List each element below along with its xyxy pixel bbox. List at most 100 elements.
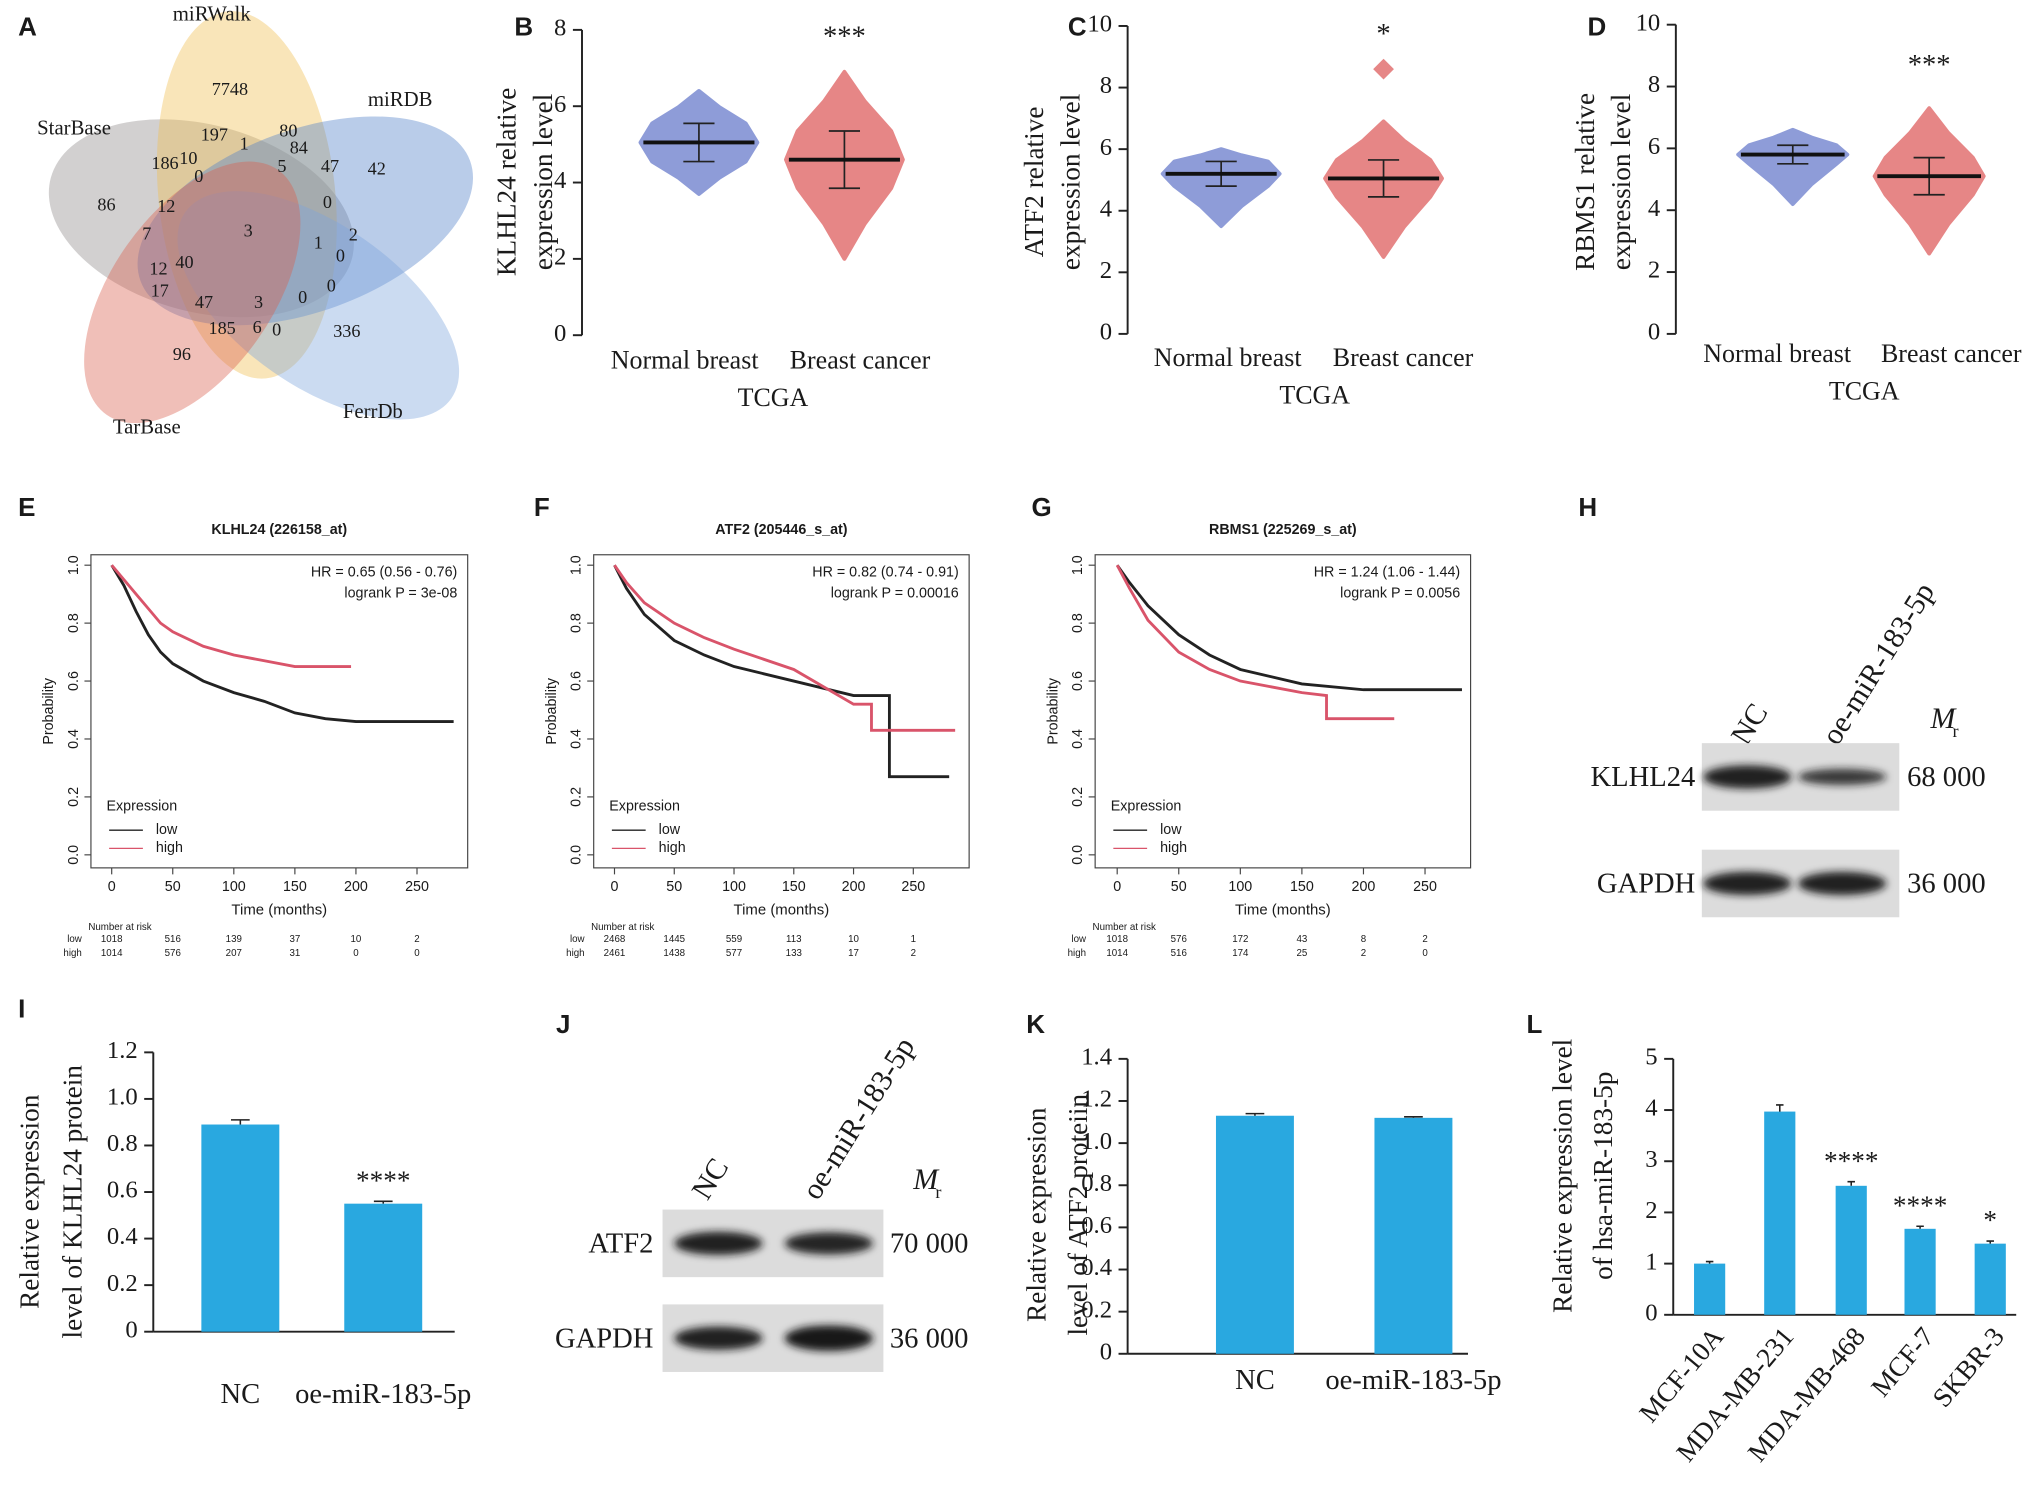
region-count: 0 [298,287,307,307]
y-tick-label: 0 [1648,319,1660,346]
panel-label: G [1031,492,1051,522]
legend-label: low [1160,822,1182,838]
mr-subscript: r [1953,721,1959,741]
significance: **** [356,1165,411,1195]
y-axis-label: level of ATF2 proteiin [1063,1094,1093,1336]
significance: * [1376,19,1390,50]
venn-set [177,191,460,420]
y-tick-label: 8 [1100,72,1112,99]
region-count: 3 [244,221,253,241]
x-tick-label: 100 [222,879,246,895]
region-count: 1 [314,232,323,252]
molecular-weight: 70 000 [890,1229,969,1260]
error-bar [373,1200,393,1204]
x-tick-label: 150 [1290,879,1314,895]
venn-set [84,161,301,424]
error-bar [1245,1112,1265,1116]
x-axis-label: TCGA [1829,377,1900,406]
y-axis-label: Relative expression level [1548,1038,1578,1313]
region-count: 0 [272,319,281,339]
risk-count: 139 [226,934,242,945]
risk-row-label: high [1068,948,1086,959]
bar [1974,1243,2006,1315]
x-axis-label: Time (months) [1235,902,1331,919]
risk-row-label: high [63,948,81,959]
x-axis-label: Time (months) [734,902,830,919]
y-tick-label: 1.0 [569,555,585,575]
y-tick-label: 3 [1645,1146,1657,1173]
x-tick-label: 150 [283,879,307,895]
statistic: logrank P = 0.0056 [1340,586,1460,602]
region-count: 336 [333,321,360,341]
mr-label: M [912,1163,940,1196]
y-tick-label: 8 [1648,71,1660,98]
row-label: KLHL24 [1591,762,1696,793]
legend-label: low [659,822,681,838]
blot-band [1797,768,1887,786]
y-tick-label: 0 [554,320,566,347]
risk-count: 8 [1361,934,1366,945]
risk-row-label: low [1071,934,1087,945]
risk-count: 1018 [101,934,123,945]
row-label: ATF2 [588,1229,653,1260]
region-count: 12 [157,196,175,216]
panel-label: A [18,11,37,41]
x-tick-label: 250 [405,879,429,895]
panel-label: F [534,492,550,522]
survival-curve [613,564,956,732]
bar [344,1203,423,1332]
risk-count: 133 [786,948,802,959]
region-count: 0 [323,192,332,212]
y-tick-label: 1.0 [107,1084,138,1111]
y-tick-label: 1 [1645,1248,1657,1275]
panel-label: K [1026,1009,1045,1039]
venn-set [156,11,337,379]
x-axis-label: Time (months) [231,902,327,919]
y-axis-label: of hsa-miR-183-5p [1588,1072,1618,1280]
x-tick-label: 0 [1113,879,1121,895]
region-count: 86 [97,195,115,215]
venn-set [48,119,354,318]
statistic: logrank P = 3e-08 [344,586,457,602]
risk-count: 172 [1232,934,1248,945]
panel-label: H [1578,492,1597,522]
x-tick-label: 0 [108,879,116,895]
region-count: 197 [201,125,228,145]
risk-count: 174 [1232,948,1249,959]
panel-label: B [514,11,533,41]
set-label: miRDB [368,88,433,111]
panel-label: L [1526,1009,1542,1039]
category-label: Normal breast [1154,343,1303,372]
risk-count: 1018 [1106,934,1128,945]
risk-count: 2 [1361,948,1366,959]
panel-label: E [18,492,35,522]
venn-set [137,116,474,326]
x-tick-label: NC [1235,1365,1275,1396]
survival-curve [1116,564,1462,692]
x-tick-label: 150 [782,879,806,895]
risk-count: 10 [351,934,362,945]
x-tick-label: 100 [722,879,746,895]
y-tick-label: 0.8 [1070,613,1086,633]
set-label: miRWalk [173,2,252,25]
survival-curve [1115,564,1395,721]
y-tick-label: 0.4 [1081,1254,1112,1281]
risk-count: 2 [1422,934,1427,945]
mr-label: M [1929,702,1957,735]
error-bar [1847,1180,1855,1186]
risk-count: 0 [414,948,420,959]
risk-count: 576 [165,948,181,959]
y-tick-label: 1.2 [107,1037,138,1064]
x-tick-label: 50 [165,879,181,895]
region-count: 12 [149,258,167,278]
set-label: TarBase [113,416,181,439]
lane-label: NC [1725,698,1775,751]
x-tick-label: SKBR-3 [1927,1322,2010,1413]
blot-band [784,1325,873,1352]
statistic: logrank P = 0.00016 [831,586,959,602]
category-label: Breast cancer [1881,339,2022,368]
risk-count: 10 [848,934,859,945]
statistic: HR = 1.24 (1.06 - 1.44) [1314,565,1460,581]
region-count: 5 [277,156,286,176]
risk-row-label: low [67,934,83,945]
